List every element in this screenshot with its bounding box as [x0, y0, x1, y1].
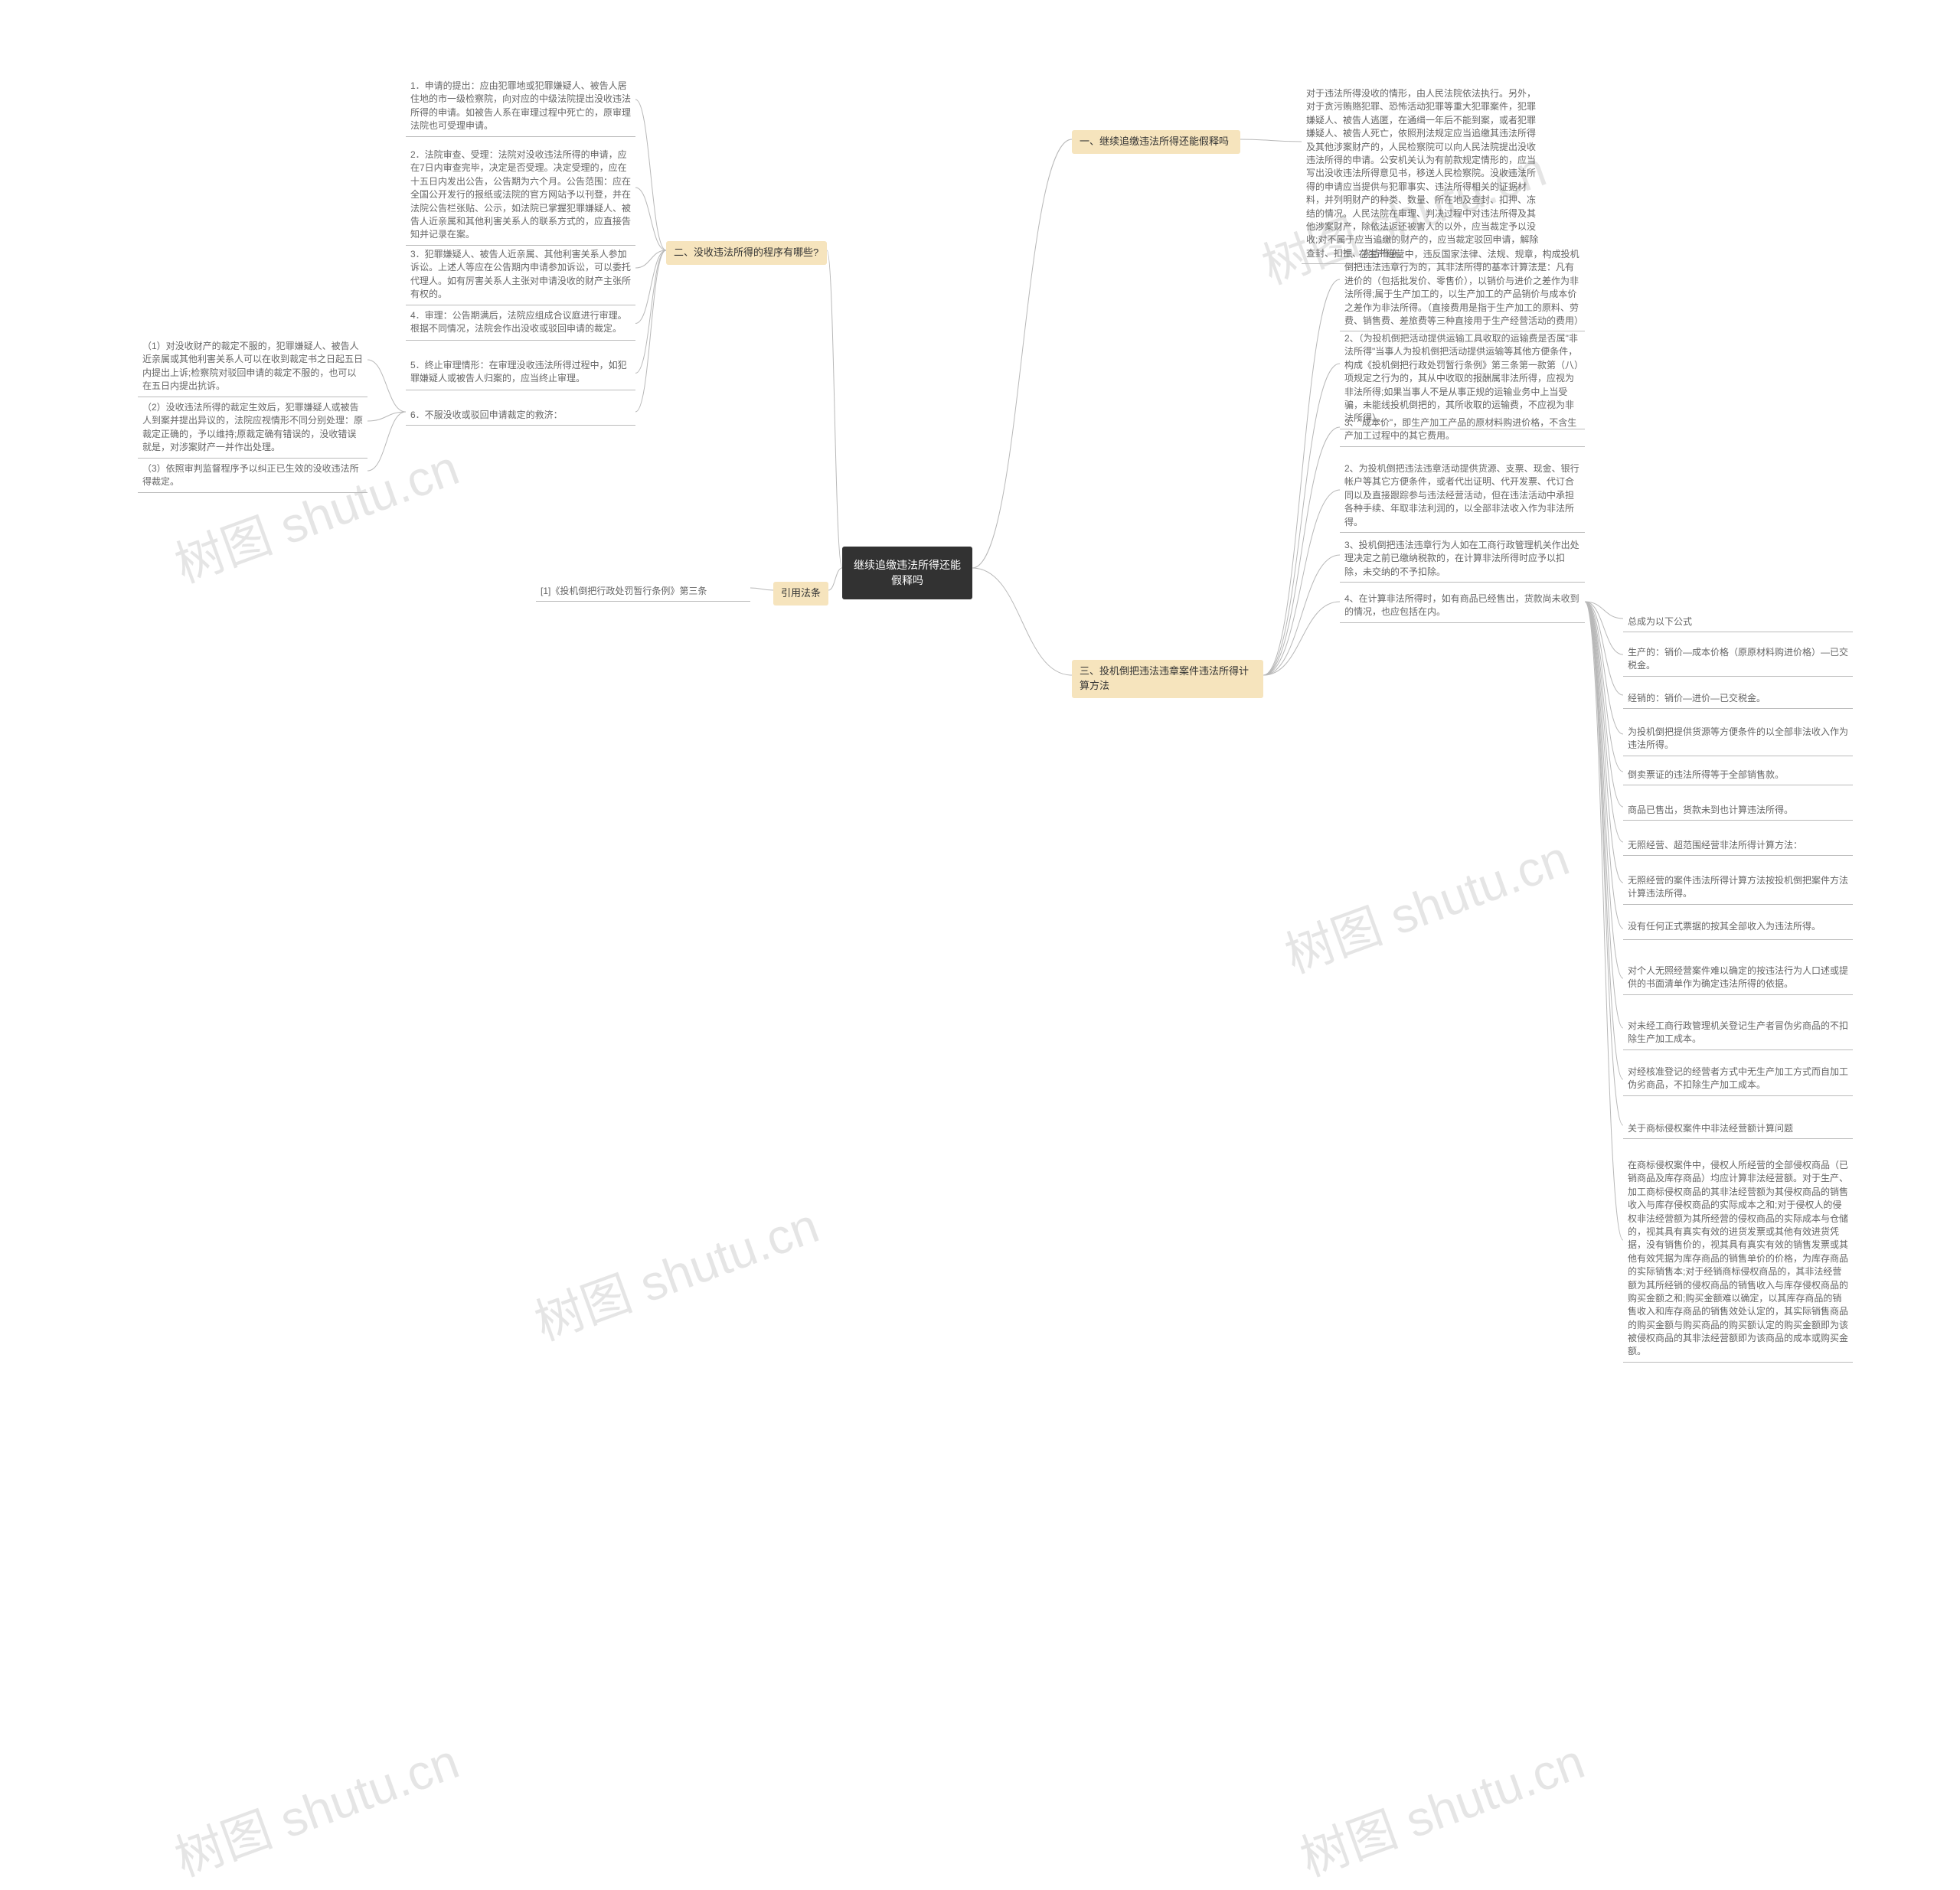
- b2c6g3: （3）依照审判监督程序予以纠正已生效的没收违法所得裁定。: [138, 459, 368, 493]
- b4: 引用法条: [773, 582, 828, 606]
- b3c5g10: 对个人无照经营案件难以确定的按违法行为人口述或提供的书面清单作为确定违法所得的依…: [1623, 961, 1853, 995]
- b4c1: [1]《投机倒把行政处罚暂行条例》第三条: [536, 582, 750, 602]
- b3c5g2: 生产的：销价—成本价格（原原材料购进价格）—已交税金。: [1623, 643, 1853, 677]
- b1c1: 对于违法所得没收的情形，由人民法院依法执行。另外，对于贪污贿赂犯罪、恐怖活动犯罪…: [1302, 84, 1547, 264]
- b3c2b: 3、"成本价"，即生产加工产品的原材料购进价格，不含生产加工过程中的其它费用。: [1340, 413, 1585, 447]
- b3c5: 4、在计算非法所得时，如有商品已经售出，货款尚未收到的情况，也应包括在内。: [1340, 589, 1585, 623]
- b2c3: 3．犯罪嫌疑人、被告人近亲属、其他利害关系人参加诉讼。上述人等应在公告期内申请参…: [406, 245, 635, 305]
- b3c5g8: 无照经营的案件违法所得计算方法按投机倒把案件方法计算违法所得。: [1623, 871, 1853, 905]
- b3c4: 3、投机倒把违法违章行为人如在工商行政管理机关作出处理决定之前已缴纳税款的，在计…: [1340, 536, 1585, 583]
- watermark: 树图 shutu.cn: [524, 1187, 827, 1354]
- b2c5: 5．终止审理情形：在审理没收违法所得过程中，如犯罪嫌疑人或被告人归案的，应当终止…: [406, 356, 635, 390]
- b2c6: 6．不服没收或驳回申请裁定的救济：: [406, 406, 635, 426]
- b3c5g12: 对经核准登记的经营者方式中无生产加工方式而自加工伪劣商品，不扣除生产加工成本。: [1623, 1063, 1853, 1096]
- b3c3: 2、为投机倒把违法违章活动提供货源、支票、现金、银行帐户等其它方便条件，或者代出…: [1340, 459, 1585, 533]
- watermark: 树图 shutu.cn: [1274, 819, 1577, 987]
- b3c5g14: 在商标侵权案件中，侵权人所经营的全部侵权商品（已销商品及库存商品）均应计算非法经…: [1623, 1156, 1853, 1363]
- b3c5g9: 没有任何正式票据的按其全部收入为违法所得。: [1623, 917, 1853, 940]
- watermark: 树图 shutu.cn: [164, 1722, 467, 1890]
- b2c6g2: （2）没收违法所得的裁定生效后，犯罪嫌疑人或被告人到案并提出异议的，法院应视情形…: [138, 398, 368, 459]
- root: 继续追缴违法所得还能假释吗: [842, 547, 972, 599]
- b3c5g7: 无照经营、超范围经营非法所得计算方法：: [1623, 836, 1853, 856]
- b3c5g11: 对未经工商行政管理机关登记生产者冒伪劣商品的不扣除生产加工成本。: [1623, 1017, 1853, 1050]
- b3c1: 1、在生产经营中，违反国家法律、法规、规章，构成投机倒把违法违章行为的，其非法所…: [1340, 245, 1585, 331]
- watermark: 树图 shutu.cn: [1289, 1722, 1592, 1890]
- b2: 二、没收违法所得的程序有哪些?: [666, 241, 827, 265]
- b3c5g1: 总成为以下公式: [1623, 612, 1853, 632]
- b3c5g6: 商品已售出，货款未到也计算违法所得。: [1623, 801, 1853, 821]
- b3c5g13: 关于商标侵权案件中非法经营额计算问题: [1623, 1119, 1853, 1139]
- b2c6g1: （1）对没收财产的裁定不服的，犯罪嫌疑人、被告人近亲属或其他利害关系人可以在收到…: [138, 337, 368, 397]
- b2c1: 1．申请的提出：应由犯罪地或犯罪嫌疑人、被告人居住地的市一级检察院，向对应的中级…: [406, 77, 635, 137]
- b2c4: 4．审理：公告期满后，法院应组成合议庭进行审理。根据不同情况，法院会作出没收或驳…: [406, 306, 635, 341]
- b3c5g5: 倒卖票证的违法所得等于全部销售款。: [1623, 765, 1853, 785]
- b3c5g4: 为投机倒把提供货源等方便条件的以全部非法收入作为违法所得。: [1623, 723, 1853, 756]
- b3: 三、投机倒把违法违章案件违法所得计算方法: [1072, 660, 1263, 698]
- b2c2: 2．法院审查、受理：法院对没收违法所得的申请，应在7日内审查完毕，决定是否受理。…: [406, 145, 635, 246]
- b3c5g3: 经销的：销价—进价—已交税金。: [1623, 689, 1853, 709]
- b1: 一、继续追缴违法所得还能假释吗: [1072, 130, 1240, 154]
